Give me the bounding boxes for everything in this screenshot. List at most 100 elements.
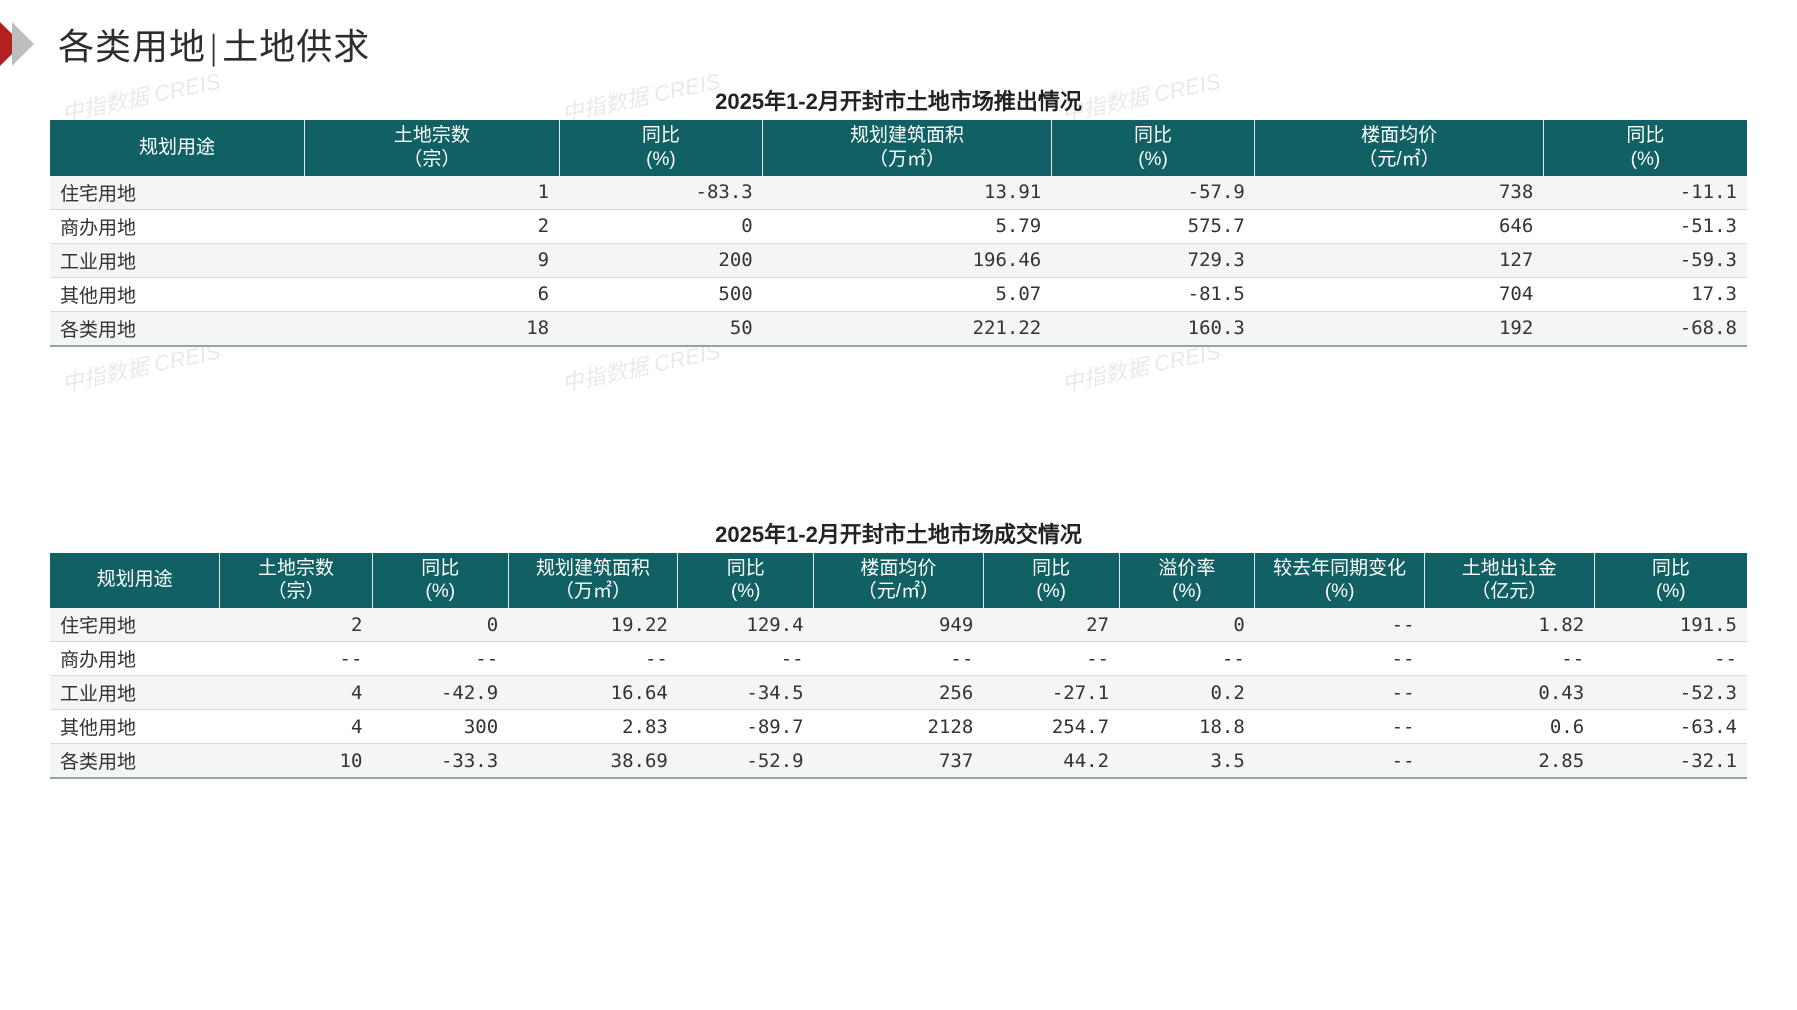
data-cell: -- — [1255, 744, 1425, 779]
data-cell: -57.9 — [1051, 176, 1255, 210]
title-bar: 各类用地|土地供求 — [0, 18, 370, 70]
data-cell: 221.22 — [763, 311, 1051, 346]
content: 2025年1-2月开封市土地市场推出情况 规划用途土地宗数（宗）同比(%)规划建… — [50, 84, 1747, 779]
table1-title: 2025年1-2月开封市土地市场推出情况 — [50, 84, 1747, 116]
data-cell: 19.22 — [508, 608, 678, 642]
column-header: 同比(%) — [1594, 553, 1747, 609]
row-label: 其他用地 — [50, 710, 220, 744]
data-cell: 737 — [814, 744, 984, 779]
data-cell: -83.3 — [559, 176, 763, 210]
data-cell: 50 — [559, 311, 763, 346]
column-header: 楼面均价（元/㎡） — [1255, 120, 1543, 176]
data-cell: 191.5 — [1594, 608, 1747, 642]
data-cell: -42.9 — [372, 676, 508, 710]
row-label: 住宅用地 — [50, 176, 305, 210]
table-row: 其他用地43002.83-89.72128254.718.8--0.6-63.4 — [50, 710, 1747, 744]
table-row: 其他用地65005.07-81.570417.3 — [50, 277, 1747, 311]
data-cell: 192 — [1255, 311, 1543, 346]
data-cell: 200 — [559, 243, 763, 277]
column-header: 楼面均价（元/㎡） — [814, 553, 984, 609]
data-cell: 0.6 — [1424, 710, 1594, 744]
data-cell: -- — [1255, 710, 1425, 744]
row-label: 各类用地 — [50, 744, 220, 779]
data-cell: 4 — [220, 710, 373, 744]
title-left: 各类用地 — [58, 27, 206, 67]
title-accent-icon — [0, 22, 34, 66]
data-cell: -34.5 — [678, 676, 814, 710]
data-cell: 18 — [305, 311, 560, 346]
data-cell: 13.91 — [763, 176, 1051, 210]
row-label: 其他用地 — [50, 277, 305, 311]
data-cell: 17.3 — [1543, 277, 1747, 311]
column-header: 规划用途 — [50, 120, 305, 176]
data-cell: 949 — [814, 608, 984, 642]
column-header: 同比(%) — [559, 120, 763, 176]
column-header: 同比(%) — [678, 553, 814, 609]
table-row: 各类用地1850221.22160.3192-68.8 — [50, 311, 1747, 346]
data-cell: -33.3 — [372, 744, 508, 779]
data-cell: 704 — [1255, 277, 1543, 311]
title-divider: | — [210, 27, 218, 67]
row-label: 各类用地 — [50, 311, 305, 346]
table-row: 住宅用地2019.22129.4949270--1.82191.5 — [50, 608, 1747, 642]
row-label: 住宅用地 — [50, 608, 220, 642]
data-cell: -- — [1255, 642, 1425, 676]
table-row: 商办用地-------------------- — [50, 642, 1747, 676]
data-cell: 2.83 — [508, 710, 678, 744]
land-transaction-table: 规划用途土地宗数（宗）同比(%)规划建筑面积（万㎡）同比(%)楼面均价（元/㎡）… — [50, 553, 1747, 780]
column-header: 同比(%) — [983, 553, 1119, 609]
data-cell: 16.64 — [508, 676, 678, 710]
column-header: 较去年同期变化(%) — [1255, 553, 1425, 609]
data-cell: -89.7 — [678, 710, 814, 744]
data-cell: 1.82 — [1424, 608, 1594, 642]
data-cell: -- — [508, 642, 678, 676]
data-cell: 2 — [305, 209, 560, 243]
data-cell: -52.9 — [678, 744, 814, 779]
data-cell: -- — [1255, 676, 1425, 710]
data-cell: 0 — [1119, 608, 1255, 642]
data-cell: 4 — [220, 676, 373, 710]
data-cell: 44.2 — [983, 744, 1119, 779]
data-cell: 575.7 — [1051, 209, 1255, 243]
data-cell: 129.4 — [678, 608, 814, 642]
data-cell: 3.5 — [1119, 744, 1255, 779]
column-header: 规划用途 — [50, 553, 220, 609]
data-cell: 738 — [1255, 176, 1543, 210]
data-cell: -52.3 — [1594, 676, 1747, 710]
data-cell: 300 — [372, 710, 508, 744]
data-cell: 0 — [559, 209, 763, 243]
table-row: 各类用地10-33.338.69-52.973744.23.5--2.85-32… — [50, 744, 1747, 779]
data-cell: 256 — [814, 676, 984, 710]
data-cell: -27.1 — [983, 676, 1119, 710]
data-cell: 646 — [1255, 209, 1543, 243]
data-cell: 38.69 — [508, 744, 678, 779]
data-cell: 127 — [1255, 243, 1543, 277]
data-cell: 0 — [372, 608, 508, 642]
data-cell: 9 — [305, 243, 560, 277]
column-header: 土地宗数（宗） — [305, 120, 560, 176]
data-cell: 10 — [220, 744, 373, 779]
data-cell: -81.5 — [1051, 277, 1255, 311]
data-cell: -- — [1119, 642, 1255, 676]
column-header: 土地出让金（亿元） — [1424, 553, 1594, 609]
data-cell: 5.79 — [763, 209, 1051, 243]
data-cell: -32.1 — [1594, 744, 1747, 779]
column-header: 同比(%) — [372, 553, 508, 609]
data-cell: -63.4 — [1594, 710, 1747, 744]
table-row: 住宅用地1-83.313.91-57.9738-11.1 — [50, 176, 1747, 210]
data-cell: 2.85 — [1424, 744, 1594, 779]
data-cell: -11.1 — [1543, 176, 1747, 210]
land-supply-table: 规划用途土地宗数（宗）同比(%)规划建筑面积（万㎡）同比(%)楼面均价（元/㎡）… — [50, 120, 1747, 347]
column-header: 规划建筑面积（万㎡） — [763, 120, 1051, 176]
data-cell: 254.7 — [983, 710, 1119, 744]
row-label: 工业用地 — [50, 243, 305, 277]
data-cell: 27 — [983, 608, 1119, 642]
column-header: 规划建筑面积（万㎡） — [508, 553, 678, 609]
table-row: 商办用地205.79575.7646-51.3 — [50, 209, 1747, 243]
data-cell: -- — [1424, 642, 1594, 676]
data-cell: -- — [1255, 608, 1425, 642]
data-cell: -- — [372, 642, 508, 676]
data-cell: 0.2 — [1119, 676, 1255, 710]
table2-title: 2025年1-2月开封市土地市场成交情况 — [50, 517, 1747, 549]
data-cell: 6 — [305, 277, 560, 311]
